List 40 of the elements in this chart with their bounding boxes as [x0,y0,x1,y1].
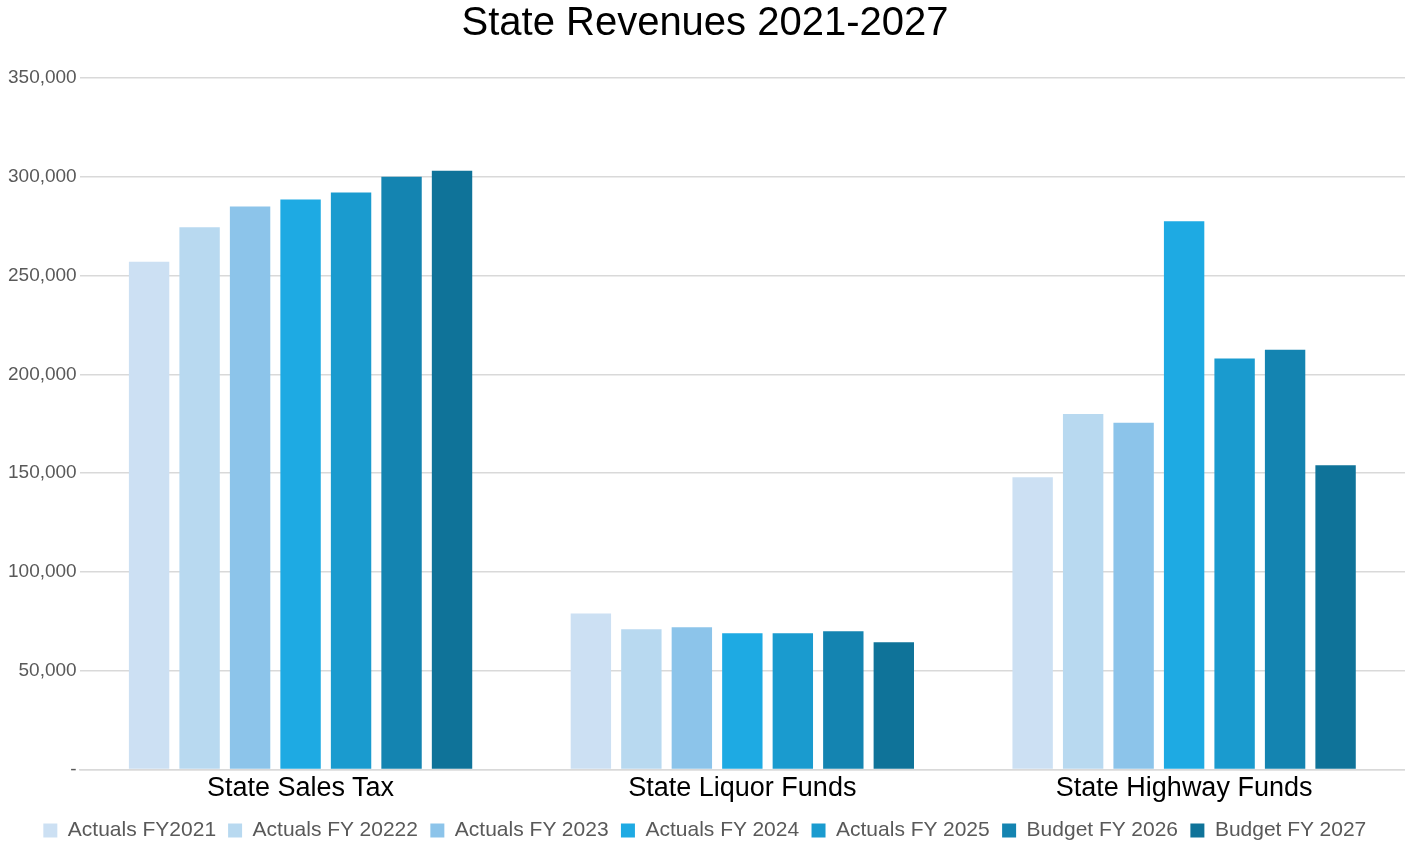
bar [381,176,422,769]
x-tick-label: State Highway Funds [1055,772,1313,803]
bar [280,199,321,769]
bar [1163,221,1205,769]
legend-label: Actuals FY 2024 [645,817,800,841]
bar [330,192,372,769]
bar [1264,349,1306,769]
bar [1214,358,1255,769]
bar [570,613,612,769]
legend-label: Budget FY 2027 [1214,817,1367,841]
bar [128,261,170,769]
bar [621,629,662,769]
y-tick-label: 100,000 [7,560,77,582]
y-tick-label: 250,000 [7,263,77,285]
legend-label: Actuals FY2021 [67,817,217,841]
y-tick-label: 50,000 [18,659,77,681]
bar [873,642,914,769]
chart-title: State Revenues 2021-2027 [461,0,949,44]
legend-label: Budget FY 2026 [1026,817,1179,841]
y-tick-label: 200,000 [7,362,77,384]
legend-label: Actuals FY 2025 [836,817,990,841]
y-tick-label: - [70,757,77,779]
bar [823,631,864,769]
x-tick-label: State Sales Tax [207,772,395,803]
y-tick-label: 350,000 [7,66,77,88]
bar [722,633,763,769]
bar [772,633,814,769]
bar [229,206,271,769]
bar [671,627,713,769]
bar [431,170,473,769]
legend-label: Actuals FY 2023 [454,817,609,841]
bar [1062,413,1104,769]
bar [179,227,220,769]
bar [1113,422,1154,769]
y-tick-label: 300,000 [7,165,77,187]
bar [1315,465,1356,769]
y-tick-label: 150,000 [7,461,77,483]
bar [1012,477,1053,769]
x-tick-label: State Liquor Funds [628,772,857,803]
legend-label: Actuals FY 20222 [252,817,418,841]
